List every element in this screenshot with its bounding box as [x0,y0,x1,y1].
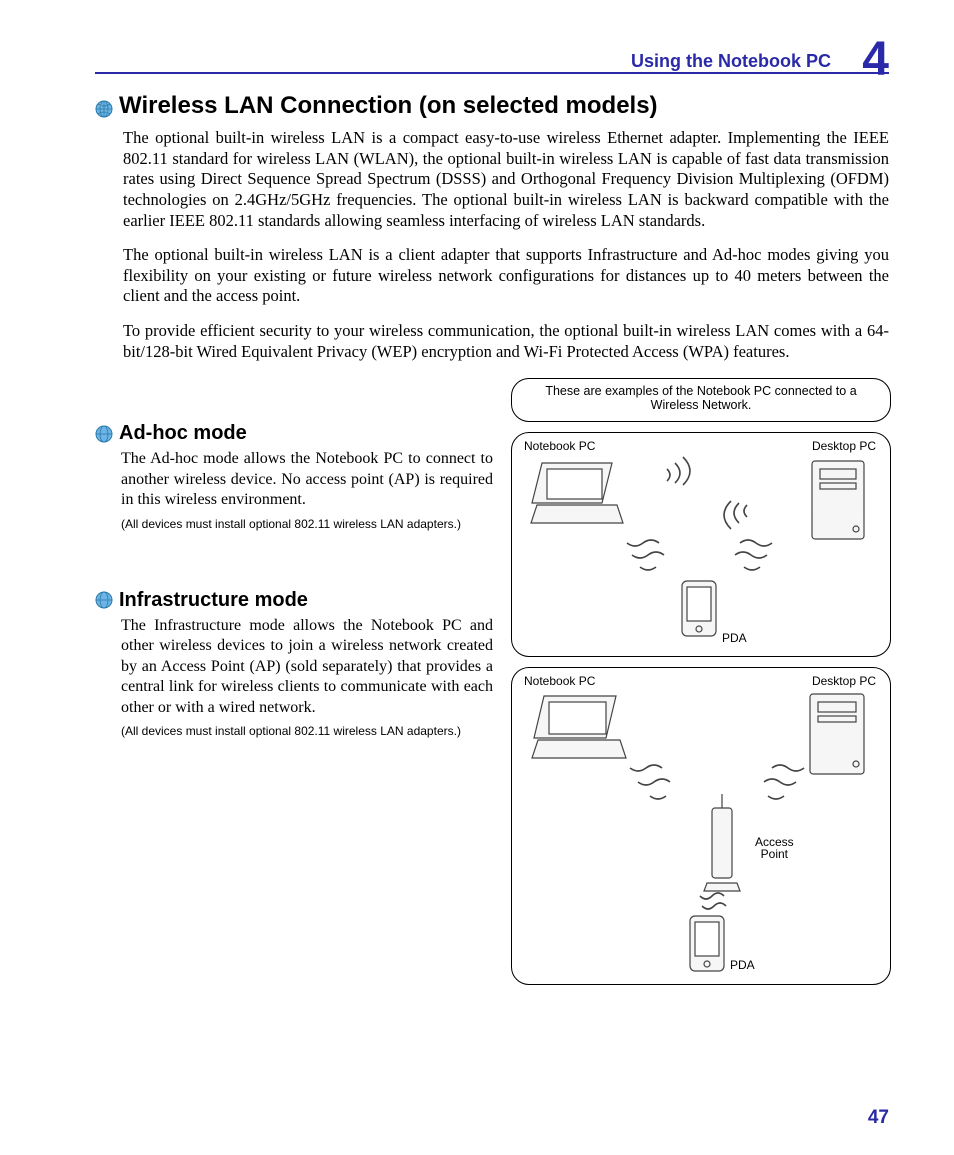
page-number: 47 [868,1107,889,1129]
body-paragraph-1: The optional built-in wireless LAN is a … [123,128,889,231]
globe-icon [95,97,113,115]
section-title: Using the Notebook PC [631,51,831,72]
adhoc-paragraph: The Ad-hoc mode allows the Notebook PC t… [121,449,493,510]
body-paragraph-3: To provide efficient security to your wi… [123,321,889,362]
adhoc-heading-text: Ad-hoc mode [119,422,247,445]
example-caption: These are examples of the Notebook PC co… [511,378,891,422]
label-notebook: Notebook PC [524,439,595,453]
adhoc-note: (All devices must install optional 802.1… [121,517,493,531]
page-title-text: Wireless LAN Connection (on selected mod… [119,92,658,120]
page-title: Wireless LAN Connection (on selected mod… [95,92,889,120]
adhoc-heading: Ad-hoc mode [95,422,493,445]
infra-paragraph: The Infrastructure mode allows the Noteb… [121,616,493,718]
infra-heading-text: Infrastructure mode [119,589,308,612]
infra-svg [512,668,891,985]
body-paragraph-2: The optional built-in wireless LAN is a … [123,245,889,307]
globe-icon [95,425,113,443]
label-notebook: Notebook PC [524,674,595,688]
label-pda: PDA [722,631,747,645]
label-desktop: Desktop PC [812,674,876,688]
globe-icon [95,591,113,609]
infra-diagram: Notebook PC Desktop PC Access Point PDA [511,667,891,985]
label-desktop: Desktop PC [812,439,876,453]
label-pda: PDA [730,958,755,972]
label-ap: Access Point [755,836,794,861]
adhoc-svg [512,433,891,657]
adhoc-diagram: Notebook PC Desktop PC PDA [511,432,891,657]
infra-note: (All devices must install optional 802.1… [121,724,493,738]
infra-heading: Infrastructure mode [95,589,493,612]
header-rule: Using the Notebook PC 4 [95,40,889,74]
chapter-number: 4 [862,36,889,84]
